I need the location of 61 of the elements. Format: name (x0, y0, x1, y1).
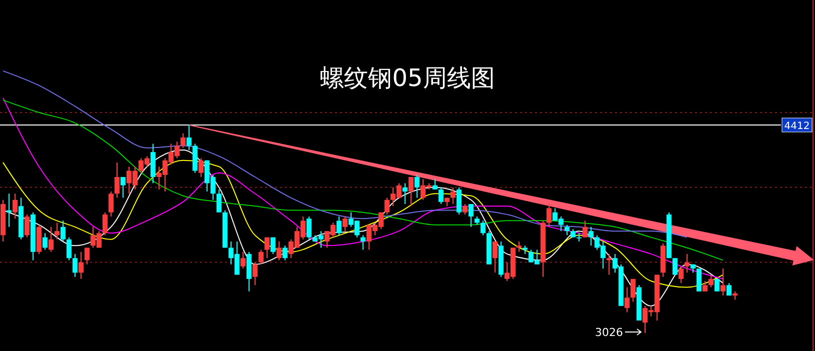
candlestick (630, 278, 636, 302)
candlestick (408, 176, 414, 207)
candlestick (48, 226, 54, 252)
candlestick (336, 216, 342, 236)
candlestick (450, 186, 456, 205)
candlestick (684, 253, 690, 274)
candlestick (582, 220, 588, 238)
candlestick (414, 174, 420, 198)
candlestick (546, 204, 552, 228)
candlestick (54, 222, 60, 240)
candlestick (186, 124, 192, 150)
candlestick (702, 280, 708, 292)
candlestick (402, 182, 408, 205)
chart-title: 螺纹钢05周线图 (320, 64, 495, 92)
candlestick (624, 286, 630, 313)
candlestick (432, 178, 438, 190)
candlestick (264, 236, 270, 259)
candlestick (576, 232, 582, 242)
candlestick (438, 186, 444, 205)
candlestick (108, 191, 114, 218)
candlestick (342, 216, 348, 232)
annotation: 3026 (595, 326, 623, 339)
text: 4412 (784, 121, 810, 132)
candlestick (198, 158, 204, 178)
candlestick (240, 251, 246, 270)
candlestick (60, 220, 66, 242)
candlestick (720, 268, 726, 296)
candlestick (678, 266, 684, 284)
candlestick (456, 186, 462, 215)
candlestick (726, 282, 732, 296)
candlestick (468, 204, 474, 228)
candlestick (12, 193, 18, 220)
candlestick (114, 162, 120, 198)
candlestick (708, 274, 714, 288)
candlestick (120, 176, 126, 198)
candlestick (276, 240, 282, 261)
candlestick (78, 251, 84, 280)
candlestick (6, 193, 12, 228)
candlestick (714, 278, 720, 292)
candlestick (492, 240, 498, 274)
candlestick (606, 253, 612, 276)
candlestick (24, 214, 30, 238)
candlestick (462, 204, 468, 215)
candlestick (480, 220, 486, 236)
candlestick (516, 240, 522, 252)
candlestick (72, 253, 78, 278)
candlestick (360, 234, 366, 250)
candlestick (282, 245, 288, 261)
candlestick (270, 236, 276, 254)
candlestick (102, 212, 108, 236)
candlestick (216, 188, 222, 213)
candlestick (384, 197, 390, 215)
candlestick (306, 216, 312, 240)
candlestick (258, 249, 264, 265)
candlestick (84, 247, 90, 265)
candlestick (66, 236, 72, 261)
candlestick (42, 232, 48, 250)
candlestick (180, 132, 186, 148)
candlestick (252, 262, 258, 286)
candlestick (564, 224, 570, 236)
candlestick (588, 226, 594, 246)
